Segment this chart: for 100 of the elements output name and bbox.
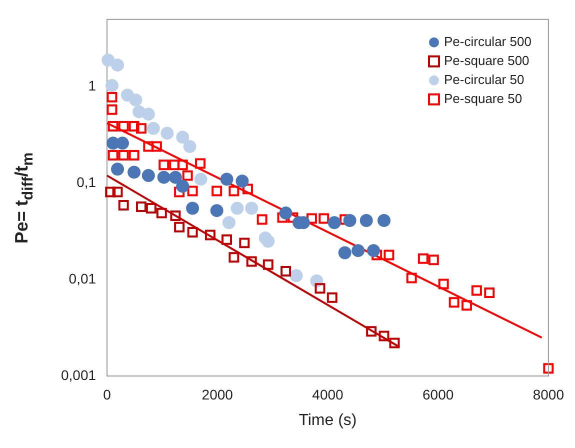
point bbox=[186, 202, 200, 215]
x-tick-label: 0 bbox=[103, 386, 112, 402]
x-tick-label: 4000 bbox=[312, 386, 344, 402]
point bbox=[220, 172, 234, 186]
point bbox=[106, 104, 118, 115]
point bbox=[118, 150, 129, 160]
point bbox=[378, 330, 390, 342]
point bbox=[187, 226, 198, 238]
point bbox=[128, 166, 141, 179]
point bbox=[210, 204, 224, 218]
point bbox=[168, 170, 182, 184]
point bbox=[105, 186, 116, 198]
x-tick-label: 8000 bbox=[532, 386, 564, 402]
point bbox=[194, 172, 208, 186]
point bbox=[102, 54, 115, 67]
point bbox=[352, 244, 365, 258]
point bbox=[384, 250, 394, 260]
point bbox=[280, 266, 292, 277]
point bbox=[343, 214, 356, 228]
point bbox=[129, 93, 142, 106]
point bbox=[262, 259, 274, 270]
point bbox=[367, 244, 380, 258]
point bbox=[128, 150, 140, 160]
point bbox=[239, 238, 250, 248]
point bbox=[360, 214, 373, 228]
point bbox=[151, 141, 162, 152]
point bbox=[326, 292, 338, 303]
y-tick-label: 0,01 bbox=[68, 270, 96, 286]
legend-label: Pe-square 50 bbox=[444, 90, 522, 106]
point bbox=[277, 212, 288, 223]
point bbox=[142, 108, 155, 121]
y-tick-label: 0,1 bbox=[76, 174, 96, 190]
point bbox=[406, 272, 417, 284]
point bbox=[230, 202, 244, 215]
point bbox=[245, 202, 258, 215]
point bbox=[366, 326, 377, 337]
point bbox=[262, 234, 275, 248]
point bbox=[279, 206, 292, 220]
point bbox=[143, 141, 154, 152]
point bbox=[158, 160, 170, 170]
point bbox=[146, 122, 160, 135]
point bbox=[112, 186, 123, 198]
point bbox=[389, 338, 400, 348]
point bbox=[246, 256, 257, 267]
point bbox=[306, 213, 317, 224]
point bbox=[372, 250, 382, 260]
point bbox=[128, 120, 140, 132]
point bbox=[176, 180, 190, 193]
point bbox=[222, 234, 232, 245]
point bbox=[174, 186, 185, 198]
point bbox=[428, 254, 439, 266]
x-axis-title: Time (s) bbox=[298, 412, 357, 429]
point bbox=[157, 170, 170, 184]
point bbox=[543, 363, 554, 374]
point bbox=[204, 230, 216, 240]
point bbox=[222, 216, 236, 230]
x-tick-label: 6000 bbox=[422, 386, 454, 402]
point bbox=[146, 202, 156, 214]
point bbox=[182, 170, 193, 181]
point bbox=[160, 126, 174, 140]
point bbox=[108, 120, 118, 132]
point bbox=[183, 140, 196, 154]
point bbox=[195, 158, 206, 169]
legend-label: Pe-circular 50 bbox=[444, 72, 524, 87]
point bbox=[170, 210, 181, 221]
point bbox=[176, 130, 190, 144]
point bbox=[438, 278, 449, 290]
point bbox=[136, 201, 146, 212]
y-tick-label: 0,001 bbox=[60, 366, 96, 383]
point bbox=[328, 216, 341, 230]
point bbox=[106, 92, 118, 102]
point bbox=[338, 246, 352, 260]
point bbox=[314, 283, 326, 294]
point bbox=[484, 288, 495, 298]
point bbox=[212, 186, 222, 196]
point bbox=[418, 253, 428, 264]
point bbox=[448, 297, 460, 308]
point bbox=[118, 200, 129, 211]
point bbox=[256, 214, 268, 225]
y-tick-label: 1 bbox=[88, 78, 96, 94]
x-tick-label: 2000 bbox=[202, 386, 234, 402]
point bbox=[169, 160, 180, 170]
point bbox=[111, 162, 124, 176]
point bbox=[177, 160, 188, 170]
point bbox=[236, 174, 249, 188]
point bbox=[318, 213, 330, 224]
point bbox=[290, 269, 303, 282]
point bbox=[242, 184, 253, 194]
point bbox=[471, 285, 482, 296]
point bbox=[378, 214, 391, 228]
point bbox=[111, 58, 124, 72]
point bbox=[106, 79, 118, 92]
legend-label: Pe-circular 500 bbox=[444, 34, 532, 49]
point bbox=[108, 150, 118, 160]
point bbox=[462, 300, 472, 311]
point bbox=[228, 186, 240, 196]
point bbox=[174, 222, 185, 232]
point bbox=[116, 136, 129, 150]
point bbox=[142, 169, 155, 182]
point bbox=[136, 123, 146, 134]
